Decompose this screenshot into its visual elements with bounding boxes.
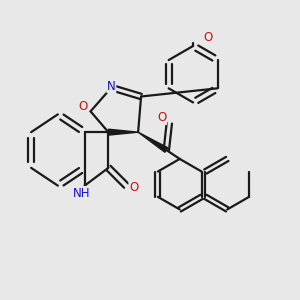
Polygon shape bbox=[108, 129, 138, 135]
Text: O: O bbox=[203, 31, 213, 44]
Text: O: O bbox=[157, 111, 167, 124]
Text: N: N bbox=[107, 80, 116, 93]
Text: O: O bbox=[79, 100, 88, 112]
Text: O: O bbox=[129, 181, 138, 194]
Text: NH: NH bbox=[73, 187, 90, 200]
Polygon shape bbox=[138, 132, 168, 152]
